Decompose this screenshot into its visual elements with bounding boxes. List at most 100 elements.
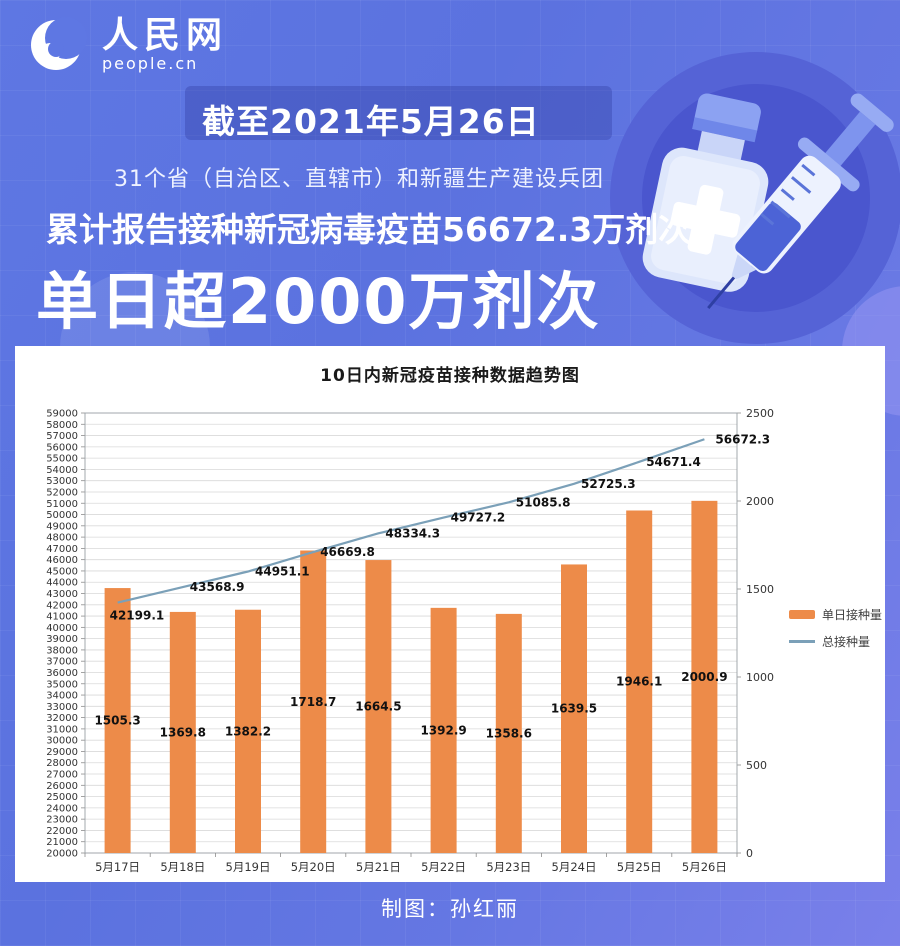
left-axis-tick-label: 42000	[46, 600, 78, 611]
right-axis-tick-label: 2500	[746, 407, 774, 420]
bar-value-label: 1369.8	[160, 725, 206, 739]
left-axis-tick-label: 41000	[46, 612, 78, 623]
bar	[235, 609, 261, 853]
x-axis-label: 5月23日	[486, 860, 531, 874]
left-axis-tick-label: 36000	[46, 668, 78, 679]
bar	[104, 588, 131, 853]
right-axis-tick-label: 500	[746, 759, 767, 772]
x-axis-label: 5月24日	[552, 860, 597, 874]
left-axis-tick-label: 56000	[46, 442, 78, 453]
chart-title: 10日内新冠疫苗接种数据趋势图	[320, 366, 580, 386]
left-axis-tick-label: 46000	[46, 555, 78, 566]
x-axis-label: 5月18日	[160, 860, 205, 874]
bar	[626, 510, 653, 853]
x-axis-label: 5月19日	[226, 860, 271, 874]
left-axis-tick-label: 38000	[46, 645, 78, 656]
bar	[430, 607, 457, 853]
bar	[169, 611, 196, 853]
left-axis-tick-label: 27000	[46, 770, 78, 781]
x-axis-label: 5月21日	[356, 860, 401, 874]
bar-value-label: 1946.1	[616, 675, 662, 689]
right-axis-tick-label: 2000	[746, 495, 774, 508]
left-axis-tick-label: 58000	[46, 420, 78, 431]
left-axis-tick-label: 51000	[46, 499, 78, 510]
left-axis-tick-label: 47000	[46, 544, 78, 555]
line-value-label: 42199.1	[110, 609, 165, 623]
bar-value-label: 1505.3	[94, 714, 140, 728]
legend-bar-swatch	[789, 610, 815, 619]
left-axis-tick-label: 55000	[46, 454, 78, 465]
left-axis-tick-label: 54000	[46, 465, 78, 476]
line-value-label: 43568.9	[190, 580, 245, 594]
bar-value-label: 1639.5	[551, 702, 597, 716]
right-axis-tick-label: 1500	[746, 583, 774, 596]
x-axis-label: 5月26日	[682, 860, 727, 874]
cumulative-total-line: 累计报告接种新冠病毒疫苗56672.3万剂次	[46, 210, 692, 249]
left-axis-tick-label: 40000	[46, 623, 78, 634]
bar-value-label: 1664.5	[355, 700, 401, 714]
x-axis-label: 5月25日	[617, 860, 662, 874]
left-axis-tick-label: 57000	[46, 431, 78, 442]
logo-cn-text: 人民网	[102, 15, 229, 56]
left-axis-tick-label: 53000	[46, 476, 78, 487]
line-value-label: 44951.1	[255, 565, 310, 579]
left-axis-tick-label: 34000	[46, 691, 78, 702]
left-axis-tick-label: 33000	[46, 702, 78, 713]
bar	[691, 500, 718, 853]
x-axis-label: 5月17日	[95, 860, 140, 874]
credit-line: 制图：孙红丽	[381, 897, 519, 921]
legend-label-daily: 单日接种量	[822, 608, 883, 622]
trend-chart: 2000 0 21000220002300024000250002600027000…	[46, 407, 774, 874]
x-axis-label: 5月20日	[291, 860, 336, 874]
line-value-label: 56672.3	[715, 432, 770, 446]
left-axis-tick-label: 52000	[46, 487, 78, 498]
legend-label-total: 总接种量	[822, 635, 871, 649]
line-value-label: 48334.3	[385, 526, 440, 540]
line-value-label: 52725.3	[581, 477, 636, 491]
x-axis-label: 5月22日	[421, 860, 466, 874]
bar-value-label: 1382.2	[225, 724, 271, 738]
left-axis-tick-label: 21000	[46, 837, 78, 848]
left-axis-tick-label: 26000	[46, 781, 78, 792]
peoplecn-logo-icon	[31, 17, 87, 70]
left-axis-tick-label: 45000	[46, 566, 78, 577]
date-badge	[185, 86, 612, 140]
left-axis-tick-label: 48000	[46, 533, 78, 544]
left-axis-tick-label: 49000	[46, 521, 78, 532]
vaccine-illustration-icon	[610, 52, 900, 344]
syringe-icon	[707, 93, 894, 310]
line-value-label: 49727.2	[451, 511, 506, 525]
bar-value-label: 2000.9	[681, 670, 727, 684]
bar-value-label: 1358.6	[486, 726, 532, 740]
vial-icon	[642, 93, 769, 292]
legend-line-swatch	[789, 640, 815, 643]
left-axis-tick-label: 31000	[46, 724, 78, 735]
left-axis-tick-label: 35000	[46, 679, 78, 690]
left-axis-tick-label: 50000	[46, 510, 78, 521]
left-axis-tick-label: 44000	[46, 578, 78, 589]
left-axis-tick-label: 43000	[46, 589, 78, 600]
right-axis-tick-label: 0	[746, 847, 753, 860]
scope-line: 31个省（自治区、直辖市）和新疆生产建设兵团	[114, 167, 604, 192]
left-axis-tick-label: 39000	[46, 634, 78, 645]
bar-value-label: 1718.7	[290, 695, 336, 709]
logo-en-text: people.cn	[102, 54, 199, 73]
left-axis-tick-label: 24000	[46, 803, 78, 814]
left-axis-tick-label: 28000	[46, 758, 78, 769]
bar-value-label: 1392.9	[420, 723, 466, 737]
left-axis-tick-label: 37000	[46, 657, 78, 668]
chart-panel: 2000 0 21000 22000 23000 24000 25000 26000 27000…	[15, 346, 885, 882]
chart-legend: 单日接种量 总接种量	[789, 606, 882, 650]
cumulative-line	[117, 438, 705, 604]
right-axis-tick-label: 1000	[746, 671, 774, 684]
left-axis-tick-label: 30000	[46, 736, 78, 747]
headline: 单日超2000万剂次	[36, 265, 601, 338]
line-value-label: 46669.8	[320, 545, 375, 559]
left-axis-tick-label: 23000	[46, 815, 78, 826]
left-axis-tick-label: 59000	[46, 409, 78, 420]
legend-item-total: 总接种量	[789, 633, 882, 650]
date-line: 截至2021年5月26日	[202, 102, 540, 141]
left-axis-tick-label: 25000	[46, 792, 78, 803]
left-axis-tick-label: 22000	[46, 826, 78, 837]
